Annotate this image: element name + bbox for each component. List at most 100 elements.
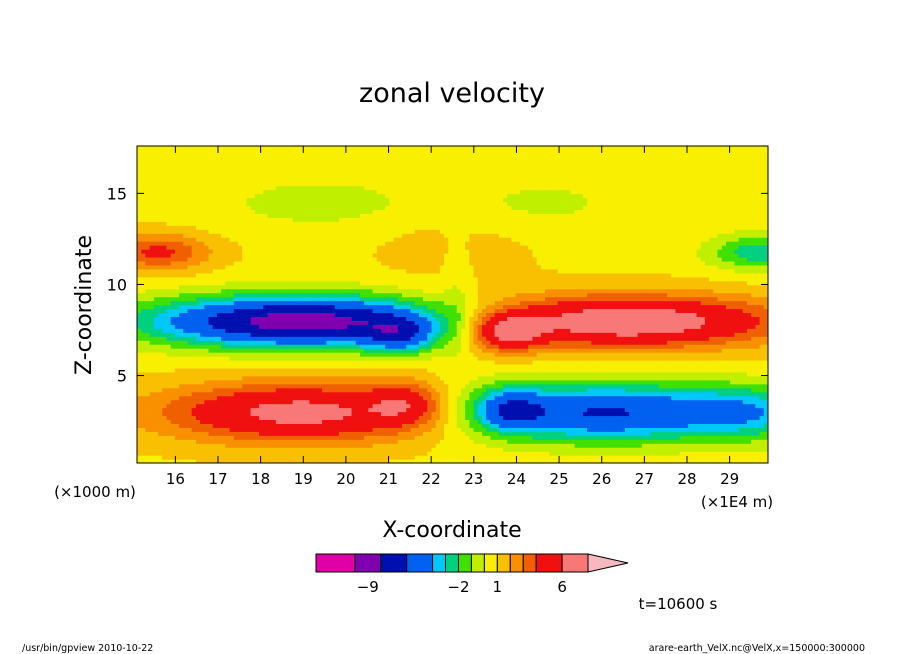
heatmap-cell: [158, 427, 163, 432]
heatmap-cell: [561, 356, 567, 361]
heatmap-cell: [540, 403, 546, 409]
heatmap-cell: [376, 375, 382, 381]
heatmap-cell: [616, 348, 622, 353]
heatmap-cell: [608, 371, 613, 377]
heatmap-cell: [679, 340, 685, 345]
heatmap-cell: [734, 407, 740, 413]
heatmap-cell: [456, 415, 462, 421]
heatmap-cell: [444, 419, 449, 424]
heatmap-cell: [553, 383, 559, 389]
heatmap-cell: [473, 379, 479, 385]
heatmap-cell: [725, 455, 731, 460]
heatmap-cell: [280, 328, 285, 333]
heatmap-cell: [473, 352, 479, 357]
heatmap-cell: [730, 399, 735, 405]
heatmap-cell: [692, 391, 698, 397]
heatmap-cell: [351, 375, 357, 381]
heatmap-cell: [481, 455, 487, 460]
heatmap-cell: [263, 391, 269, 397]
heatmap-cell: [536, 383, 542, 389]
heatmap-cell: [498, 443, 504, 448]
heatmap-cell: [637, 375, 643, 381]
heatmap-cell: [679, 455, 685, 460]
heatmap-cell: [309, 332, 315, 337]
heatmap-cell: [406, 391, 412, 397]
heatmap-cell: [216, 328, 222, 333]
heatmap-cell: [595, 407, 601, 413]
heatmap-cell: [204, 447, 210, 452]
heatmap-cell: [717, 447, 723, 452]
heatmap-cell: [540, 344, 546, 349]
heatmap-cell: [494, 455, 500, 460]
heatmap-cell: [158, 419, 163, 424]
heatmap-cell: [566, 367, 571, 373]
heatmap-cell: [456, 348, 462, 353]
heatmap-cell: [490, 348, 496, 353]
heatmap-cell: [578, 435, 584, 440]
heatmap-cell: [549, 431, 555, 436]
heatmap-cell: [250, 439, 256, 444]
heatmap-cell: [137, 455, 142, 460]
heatmap-cell: [683, 391, 689, 397]
heatmap-cell: [599, 371, 605, 377]
heatmap-cell: [481, 431, 487, 436]
heatmap-cell: [141, 447, 147, 452]
heatmap-cell: [477, 415, 483, 421]
heatmap-cell: [195, 447, 201, 452]
heatmap-cell: [410, 407, 416, 413]
heatmap-cell: [305, 367, 311, 373]
heatmap-cell: [317, 371, 323, 377]
heatmap-cell: [275, 395, 281, 401]
heatmap-cell: [334, 352, 340, 357]
heatmap-cell: [359, 407, 365, 413]
heatmap-cell: [688, 395, 693, 401]
heatmap-cell: [624, 447, 630, 452]
heatmap-cell: [713, 375, 719, 381]
heatmap-cell: [667, 352, 672, 357]
heatmap-cell: [317, 348, 323, 353]
heatmap-cell: [561, 340, 567, 345]
heatmap-cell: [490, 415, 496, 421]
heatmap-cell: [507, 348, 512, 353]
heatmap-cell: [229, 427, 235, 432]
heatmap-cell: [275, 340, 281, 345]
heatmap-cell: [717, 455, 723, 460]
heatmap-cell: [717, 367, 723, 373]
heatmap-cell: [473, 419, 479, 424]
heatmap-cell: [364, 336, 369, 341]
heatmap-cell: [667, 443, 672, 448]
heatmap-cell: [263, 455, 269, 460]
heatmap-cell: [431, 423, 437, 428]
heatmap-cell: [187, 443, 193, 448]
heatmap-cell: [427, 419, 433, 424]
heatmap-cell: [763, 371, 768, 377]
heatmap-cell: [233, 403, 239, 409]
heatmap-cell: [755, 423, 761, 428]
heatmap-cell: [608, 391, 613, 397]
heatmap-cell: [599, 435, 605, 440]
heatmap-cell: [263, 435, 269, 440]
heatmap-cell: [410, 379, 416, 385]
heatmap-cell: [595, 332, 601, 337]
heatmap-cell: [477, 395, 483, 401]
heatmap-cell: [418, 348, 424, 353]
heatmap-cell: [473, 407, 479, 413]
heatmap-cell: [402, 375, 407, 381]
heatmap-cell: [469, 403, 475, 409]
heatmap-cell: [296, 340, 302, 345]
heatmap-cell: [322, 371, 327, 377]
heatmap-cell: [494, 363, 500, 369]
heatmap-cell: [330, 383, 336, 389]
heatmap-cell: [519, 431, 525, 436]
heatmap-cell: [452, 375, 458, 381]
heatmap-cell: [477, 419, 483, 424]
heatmap-cell: [233, 379, 239, 385]
heatmap-cell: [221, 340, 226, 345]
heatmap-cell: [355, 447, 361, 452]
heatmap-cell: [624, 443, 630, 448]
heatmap-cell: [410, 399, 416, 405]
heatmap-cell: [561, 403, 567, 409]
heatmap-cell: [263, 459, 269, 463]
heatmap-cell: [414, 375, 420, 381]
heatmap-cell: [284, 387, 290, 393]
